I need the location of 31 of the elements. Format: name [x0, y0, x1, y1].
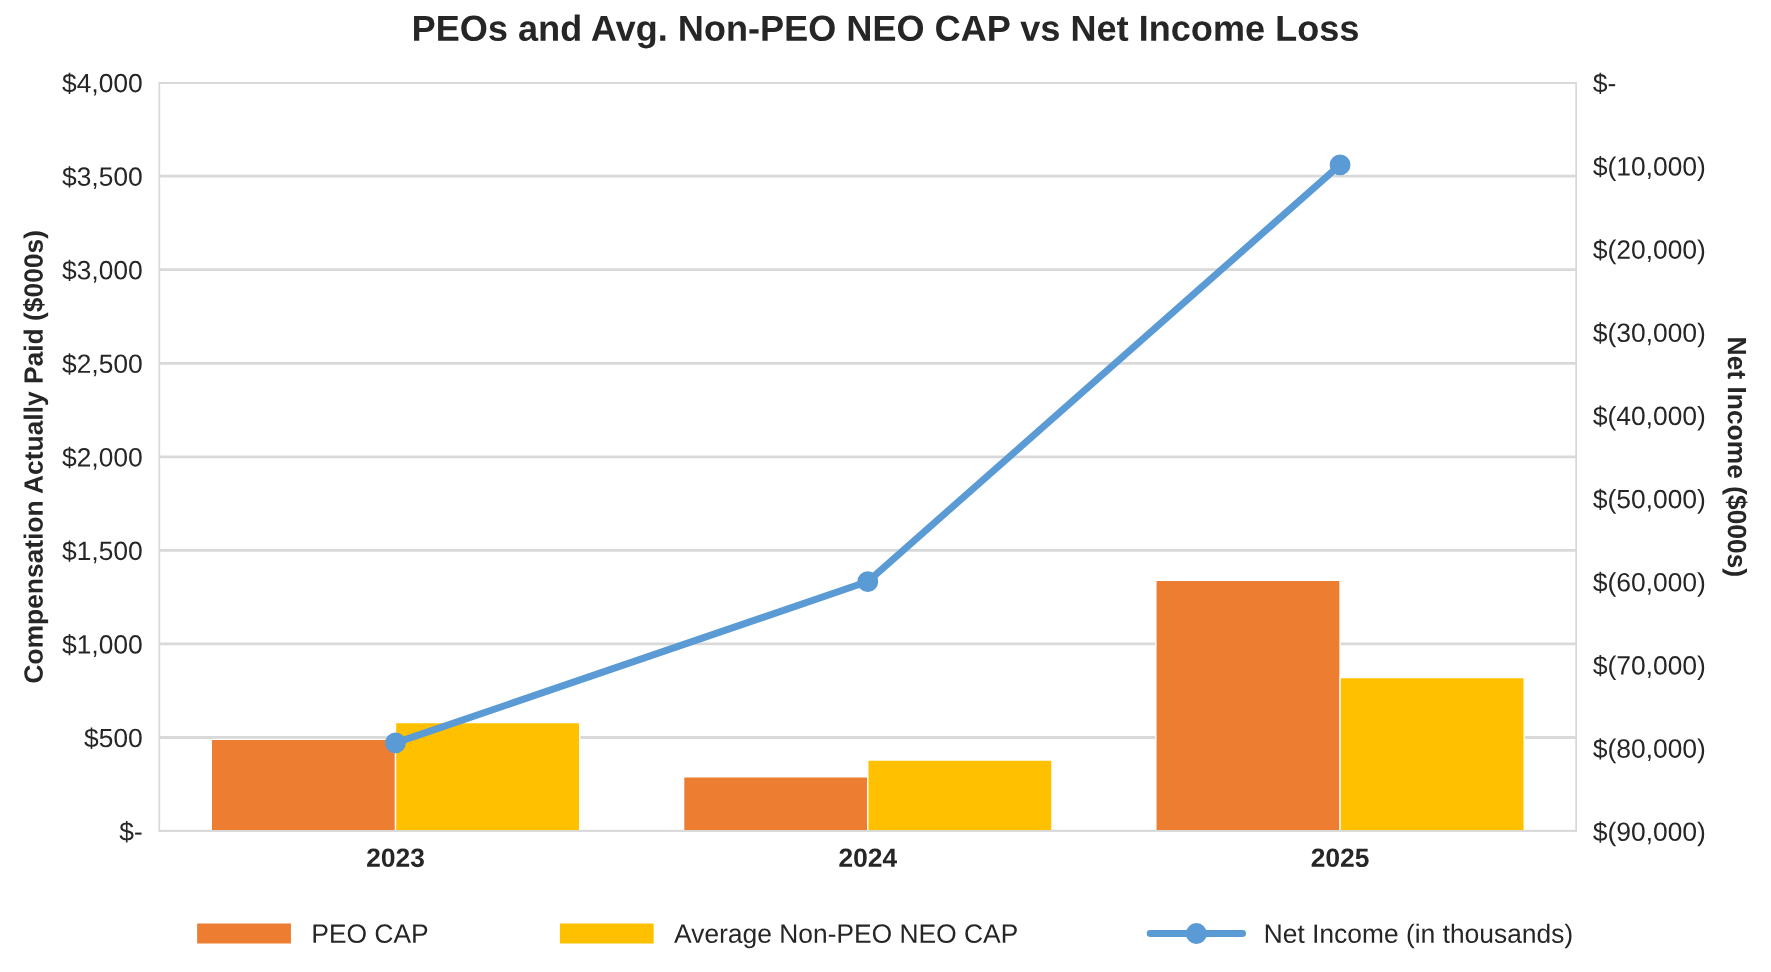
- y2-tick-label: $-: [1593, 72, 1616, 95]
- point: [857, 571, 879, 592]
- y-tick-label: $1,000: [62, 633, 142, 657]
- y2-tick-label: $(40,000): [1593, 405, 1705, 431]
- y2-tick-label: $(10,000): [1593, 156, 1705, 182]
- y-tick-label: $-: [119, 821, 142, 843]
- y2-axis-title: Net Income ($000s): [1722, 338, 1748, 576]
- y-tick-label: $2,500: [62, 353, 142, 377]
- y2-tick-label: $(30,000): [1593, 322, 1705, 348]
- y2-tick-label: $(70,000): [1593, 654, 1705, 680]
- legend-label: Net Income (in thousands): [1265, 923, 1572, 949]
- y-tick-label: $3,000: [62, 259, 142, 283]
- y-tick-label: $3,500: [62, 166, 142, 190]
- point: [1329, 154, 1351, 176]
- x-tick-label: 2024: [839, 848, 897, 868]
- y2-tick-label: $(80,000): [1593, 738, 1705, 764]
- y-tick-label: $500: [84, 727, 142, 749]
- y2-tick-label: $(20,000): [1593, 239, 1705, 265]
- x-tick-label: 2025: [1311, 848, 1369, 868]
- point: [385, 732, 406, 754]
- chart-title: PEOs and Avg. Non-PEO NEO CAP vs Net Income Loss: [414, 14, 1358, 49]
- y-axis-title: Compensation Actually Paid ($000s): [23, 231, 49, 683]
- y2-tick-label: $(60,000): [1593, 571, 1705, 597]
- legend-label: PEO CAP: [313, 924, 428, 944]
- y-tick-label: $4,000: [62, 72, 142, 96]
- y-tick-label: $1,500: [62, 540, 142, 564]
- y2-tick-label: $(90,000): [1593, 821, 1705, 847]
- y2-tick-label: $(50,000): [1593, 488, 1705, 514]
- x-tick-label: 2023: [367, 848, 424, 868]
- y-tick-label: $2,000: [62, 446, 142, 470]
- legend-label: Average Non-PEO NEO CAP: [674, 924, 1017, 949]
